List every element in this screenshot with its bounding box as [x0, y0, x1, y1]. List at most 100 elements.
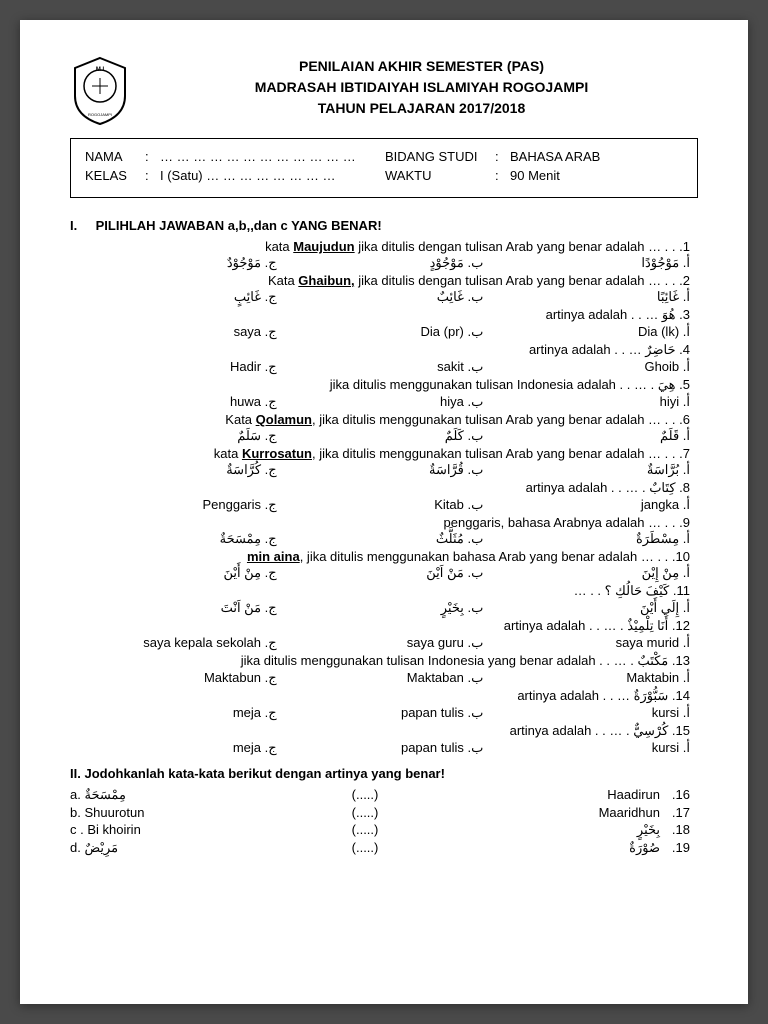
- m16-num: 16.: [660, 787, 690, 803]
- q10-a: أ. مِنْ إِيْنَ: [483, 565, 690, 581]
- q1-c: ج. مَوْجُوْدٌ: [70, 255, 277, 271]
- title-line-3: TAHUN PELAJARAN 2017/2018: [145, 98, 698, 119]
- title-line-2: MADRASAH IBTIDAIYAH ISLAMIYAH ROGOJAMPI: [145, 77, 698, 98]
- q15-options: أ. kursiب. papan tulisج. meja: [70, 740, 698, 756]
- q6-b: ب. كَلَمٌ: [277, 428, 484, 444]
- match-18: 18. بِخَيْرٍ (.....) c . Bi khoirin: [70, 822, 698, 838]
- q13-a: أ. Maktabin: [483, 670, 690, 686]
- bidang-value: BAHASA ARAB: [510, 149, 600, 164]
- q9-options: أ. مِسْطَرَةٌب. مُثَلَّثٌج. مِمْسَحَةٌ: [70, 531, 698, 547]
- q15-a: أ. kursi: [483, 740, 690, 756]
- q3-c: ج. saya: [70, 324, 277, 340]
- question-6: 6. Kata Qolamun, jika ditulis menggunaka…: [70, 412, 698, 444]
- svg-text:M I: M I: [96, 67, 105, 73]
- m16-left: Haadirun: [400, 787, 660, 803]
- question-3: 3. هُوَ … . . artinya adalah أ. Dia (lk)…: [70, 307, 698, 340]
- q6-c: ج. سَلَمٌ: [70, 428, 277, 444]
- m16-right: a. مِمْسَحَةٌ: [70, 787, 330, 803]
- q10-text: 10. min aina, jika ditulis menggunakan b…: [70, 549, 698, 564]
- q2-b: ب. غَائِبٌ: [277, 289, 484, 305]
- info-box: NAMA : … … … … … … … … … … … … BIDANG ST…: [70, 138, 698, 198]
- q9-b: ب. مُثَلَّثٌ: [277, 531, 484, 547]
- question-2: 2. Kata Ghaibun, jika ditulis dengan tul…: [70, 273, 698, 305]
- section-1-title: PILIHLAH JAWABAN a,b,,dan c YANG BENAR!: [96, 218, 382, 233]
- m18-right: c . Bi khoirin: [70, 822, 330, 838]
- nama-label: NAMA: [85, 149, 145, 164]
- q12-options: أ. saya muridب. saya guruج. saya kepala …: [70, 635, 698, 651]
- q15-text: 15. كُرْسِيٌّ . … . . artinya adalah: [70, 723, 698, 739]
- question-7: 7. kata Kurrosatun, jika ditulis menggun…: [70, 446, 698, 478]
- match-19: 19. صُوْرَةٌ (.....) d. مَرِيْضٌ: [70, 840, 698, 856]
- q15-c: ج. meja: [70, 740, 277, 756]
- q4-b: ب. sakit: [277, 359, 484, 375]
- q11-b: ب. بِخَيْرٍ: [277, 600, 484, 616]
- colon: :: [495, 168, 510, 183]
- kelas-label: KELAS: [85, 168, 145, 183]
- kelas-value: I (Satu) … … … … … … … …: [160, 168, 385, 183]
- q7-text: 7. kata Kurrosatun, jika ditulis menggun…: [70, 446, 698, 461]
- q7-a: أ. بُرَّاسَةٌ: [483, 462, 690, 478]
- q2-text: 2. Kata Ghaibun, jika ditulis dengan tul…: [70, 273, 698, 288]
- q9-text: 9. penggaris, bahasa Arabnya adalah … . …: [70, 515, 698, 530]
- q4-a: أ. Ghoib: [483, 359, 690, 375]
- q10-c: ج. مِنْ أَيْنَ: [70, 565, 277, 581]
- m19-right: d. مَرِيْضٌ: [70, 840, 330, 856]
- school-logo: M IROGOJAMPI: [70, 56, 130, 126]
- m17-mid: (.....): [330, 805, 400, 820]
- q9-c: ج. مِمْسَحَةٌ: [70, 531, 277, 547]
- match-16: 16. Haadirun (.....) a. مِمْسَحَةٌ: [70, 787, 698, 803]
- q3-options: أ. Dia (lk)ب. Dia (pr)ج. saya: [70, 324, 698, 340]
- q14-a: أ. kursi: [483, 705, 690, 721]
- bidang-label: BIDANG STUDI: [385, 149, 495, 164]
- q14-c: ج. meja: [70, 705, 277, 721]
- q11-text: 11. كَيْفَ حَالُكِ ؟ . . …: [70, 583, 698, 599]
- q13-b: ب. Maktaban: [277, 670, 484, 686]
- waktu-value: 90 Menit: [510, 168, 560, 183]
- match-17: 17. Maaridhun (.....) b. Shuurotun: [70, 805, 698, 820]
- q10-b: ب. مَنْ اَيْنَ: [277, 565, 484, 581]
- question-8: 8. كِتَابٌ . … . . artinya adalah أ. jan…: [70, 480, 698, 513]
- q11-c: ج. مَنْ اَنْتَ: [70, 600, 277, 616]
- q1-options: أ. مَوْجُوْدًاب. مَوْجُوْدٍج. مَوْجُوْدٌ: [70, 255, 698, 271]
- q14-options: أ. kursiب. papan tulisج. meja: [70, 705, 698, 721]
- q5-text: 5. هِيَ . … . . jika ditulis menggunakan…: [70, 377, 698, 393]
- info-row-2: KELAS : I (Satu) … … … … … … … … WAKTU :…: [85, 168, 683, 183]
- q3-text: 3. هُوَ … . . artinya adalah: [70, 307, 698, 323]
- q7-c: ج. كُرَّاسَةٌ: [70, 462, 277, 478]
- section-1-heading: I. PILIHLAH JAWABAN a,b,,dan c YANG BENA…: [92, 218, 698, 233]
- question-10: 10. min aina, jika ditulis menggunakan b…: [70, 549, 698, 581]
- section-2-title: . Jodohkanlah kata-kata berikut dengan a…: [77, 766, 445, 781]
- q14-b: ب. papan tulis: [277, 705, 484, 721]
- m19-mid: (.....): [330, 840, 400, 856]
- q5-a: أ. hiyi: [483, 394, 690, 410]
- m19-num: 19.: [660, 840, 690, 856]
- colon: :: [495, 149, 510, 164]
- question-1: 1. kata Maujudun jika ditulis dengan tul…: [70, 239, 698, 271]
- q5-options: أ. hiyiب. hiyaج. huwa: [70, 394, 698, 410]
- m17-left: Maaridhun: [400, 805, 660, 820]
- q8-b: ب. Kitab: [277, 497, 484, 513]
- q5-c: ج. huwa: [70, 394, 277, 410]
- title-block: PENILAIAN AKHIR SEMESTER (PAS) MADRASAH …: [145, 56, 698, 119]
- header: M IROGOJAMPI PENILAIAN AKHIR SEMESTER (P…: [70, 56, 698, 126]
- q4-text: 4. حَاضِرٌ … . . artinya adalah: [70, 342, 698, 358]
- q10-options: أ. مِنْ إِيْنَب. مَنْ اَيْنَج. مِنْ أَيْ…: [70, 565, 698, 581]
- document-page: M IROGOJAMPI PENILAIAN AKHIR SEMESTER (P…: [20, 20, 748, 1004]
- question-15: 15. كُرْسِيٌّ . … . . artinya adalah أ. …: [70, 723, 698, 756]
- q12-b: ب. saya guru: [277, 635, 484, 651]
- m18-mid: (.....): [330, 822, 400, 838]
- info-row-1: NAMA : … … … … … … … … … … … … BIDANG ST…: [85, 149, 683, 164]
- q5-b: ب. hiya: [277, 394, 484, 410]
- question-11: 11. كَيْفَ حَالُكِ ؟ . . … أ. إِلَي أَيْ…: [70, 583, 698, 616]
- question-12: 12. أَنَا تِلْمِيْذٌ . … . . artinya ada…: [70, 618, 698, 651]
- q2-options: أ. غَائِبًاب. غَائِبٌج. غَائِبٍ: [70, 289, 698, 305]
- title-line-1: PENILAIAN AKHIR SEMESTER (PAS): [145, 56, 698, 77]
- q6-text: 6. Kata Qolamun, jika ditulis menggunaka…: [70, 412, 698, 427]
- q6-options: أ. قَلَمٌب. كَلَمٌج. سَلَمٌ: [70, 428, 698, 444]
- section-1-num: I.: [70, 218, 92, 233]
- q9-a: أ. مِسْطَرَةٌ: [483, 531, 690, 547]
- q8-options: أ. jangkaب. Kitabج. Penggaris: [70, 497, 698, 513]
- m17-num: 17.: [660, 805, 690, 820]
- q4-options: أ. Ghoibب. sakitج. Hadir: [70, 359, 698, 375]
- m19-left: صُوْرَةٌ: [400, 840, 660, 856]
